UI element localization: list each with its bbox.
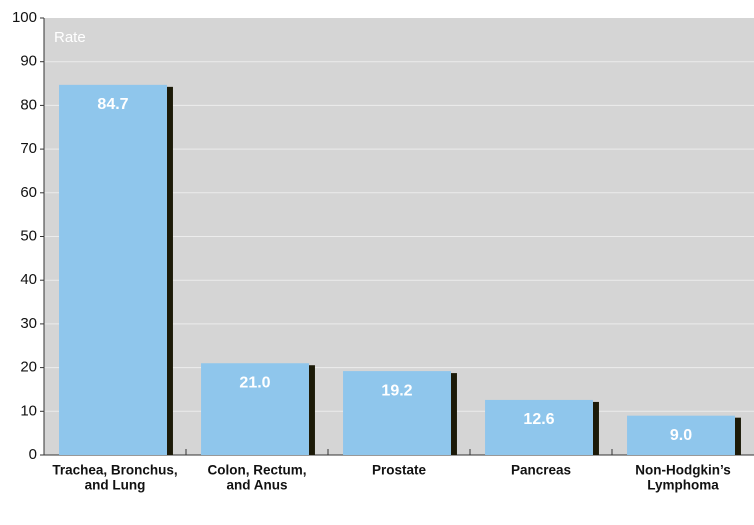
y-tick-label: 80 <box>20 96 37 113</box>
y-tick-label: 20 <box>20 359 37 376</box>
bar <box>485 399 593 455</box>
bar-shadow <box>592 401 599 455</box>
y-tick-label: 50 <box>20 227 37 244</box>
y-tick-label: 40 <box>20 271 37 288</box>
y-tick-label: 0 <box>29 446 37 463</box>
y-tick-label: 60 <box>20 184 37 201</box>
y-tick-label: 70 <box>20 140 37 157</box>
value-label: 9.0 <box>670 427 692 444</box>
value-label: 84.7 <box>97 96 128 113</box>
value-label: 21.0 <box>239 374 270 391</box>
x-tick-label: and Anus <box>226 478 287 493</box>
bar <box>59 84 167 456</box>
bar <box>343 371 451 455</box>
y-tick-label: 100 <box>12 9 37 26</box>
x-tick-label: Colon, Rectum, <box>207 463 306 478</box>
bar-shadow <box>450 373 457 455</box>
value-label: 12.6 <box>523 411 554 428</box>
x-tick-label: and Lung <box>85 478 146 493</box>
y-axis-label: Rate <box>54 29 86 46</box>
x-tick-label: Trachea, Bronchus, <box>52 463 177 478</box>
y-tick-label: 90 <box>20 53 37 70</box>
y-tick-label: 30 <box>20 315 37 332</box>
value-label: 19.2 <box>381 382 412 399</box>
x-tick-label: Pancreas <box>511 463 571 478</box>
bar-shadow <box>308 365 315 455</box>
x-tick-label: Non-Hodgkin’s <box>635 463 731 478</box>
y-tick-label: 10 <box>20 402 37 419</box>
x-tick-label: Prostate <box>372 463 427 478</box>
bar <box>627 415 735 455</box>
bar-shadow <box>734 417 741 455</box>
bar-shadow <box>166 86 173 456</box>
bar <box>201 363 309 455</box>
x-tick-label: Lymphoma <box>647 478 719 493</box>
